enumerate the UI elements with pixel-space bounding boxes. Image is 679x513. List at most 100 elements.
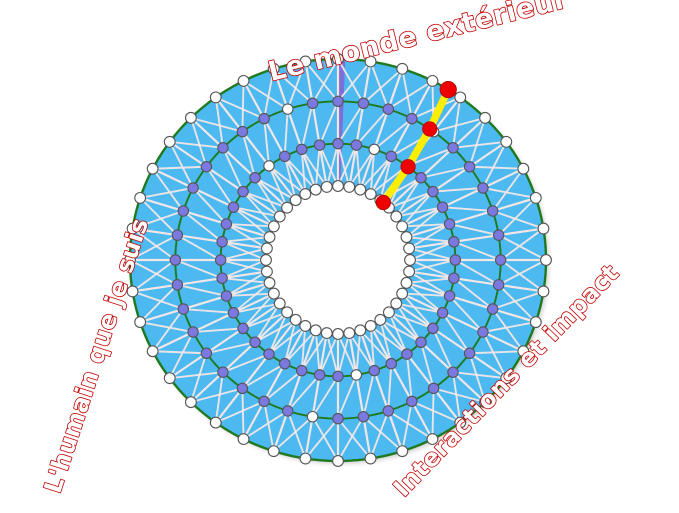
highlight-node-layer[interactable] bbox=[375, 80, 457, 211]
graph-node[interactable] bbox=[486, 205, 499, 217]
graph-node[interactable] bbox=[492, 229, 505, 241]
graph-node[interactable] bbox=[309, 183, 322, 196]
graph-node[interactable] bbox=[486, 303, 499, 315]
graph-node[interactable] bbox=[177, 303, 190, 315]
graph-node[interactable] bbox=[313, 139, 326, 151]
graph-node[interactable] bbox=[396, 220, 409, 233]
graph-node[interactable] bbox=[237, 322, 249, 335]
graph-node[interactable] bbox=[454, 416, 467, 429]
graph-node[interactable] bbox=[382, 405, 395, 417]
graph-node[interactable] bbox=[364, 55, 377, 68]
graph-node[interactable] bbox=[479, 396, 492, 409]
graph-node[interactable] bbox=[343, 180, 356, 193]
graph-node[interactable] bbox=[492, 279, 505, 291]
graph-node[interactable] bbox=[163, 372, 176, 385]
graph-node[interactable] bbox=[448, 272, 460, 284]
graph-node[interactable] bbox=[260, 242, 273, 255]
graph-node[interactable] bbox=[443, 290, 456, 302]
graph-node[interactable] bbox=[295, 364, 308, 377]
graph-node[interactable] bbox=[134, 191, 147, 204]
graph-node[interactable] bbox=[332, 180, 344, 192]
graph-node[interactable] bbox=[216, 236, 228, 248]
graph-node[interactable] bbox=[171, 279, 184, 291]
graph-node[interactable] bbox=[382, 103, 395, 115]
graph-node[interactable] bbox=[146, 162, 159, 175]
graph-node[interactable] bbox=[494, 254, 507, 266]
highlight-node[interactable] bbox=[422, 121, 438, 137]
graph-node[interactable] bbox=[171, 229, 184, 241]
graph-node[interactable] bbox=[448, 236, 460, 248]
graph-node[interactable] bbox=[267, 62, 280, 75]
graph-node[interactable] bbox=[390, 297, 403, 310]
graph-node[interactable] bbox=[216, 272, 228, 284]
graph-node[interactable] bbox=[537, 285, 550, 298]
graph-node[interactable] bbox=[209, 416, 222, 429]
graph-node[interactable] bbox=[237, 185, 249, 198]
graph-node[interactable] bbox=[332, 370, 344, 383]
graph-node[interactable] bbox=[537, 222, 550, 235]
graph-node[interactable] bbox=[364, 452, 377, 465]
graph-node[interactable] bbox=[313, 369, 326, 381]
graph-node[interactable] bbox=[368, 143, 381, 156]
graph-node[interactable] bbox=[463, 347, 476, 360]
graph-node[interactable] bbox=[463, 160, 476, 173]
graph-node[interactable] bbox=[126, 285, 139, 298]
graph-node[interactable] bbox=[249, 171, 261, 184]
graph-node[interactable] bbox=[187, 182, 199, 194]
graph-node[interactable] bbox=[295, 143, 308, 156]
graph-node[interactable] bbox=[332, 455, 344, 467]
graph-node[interactable] bbox=[415, 336, 427, 349]
graph-node[interactable] bbox=[332, 412, 344, 425]
graph-node[interactable] bbox=[401, 348, 413, 360]
graph-node[interactable] bbox=[426, 433, 439, 446]
graph-node[interactable] bbox=[200, 347, 213, 360]
graph-node[interactable] bbox=[332, 53, 344, 65]
graph-node[interactable] bbox=[126, 222, 139, 235]
graph-node[interactable] bbox=[260, 265, 273, 278]
graph-node[interactable] bbox=[281, 405, 294, 417]
graph-node[interactable] bbox=[500, 372, 513, 385]
graph-node[interactable] bbox=[281, 103, 294, 115]
graph-node[interactable] bbox=[477, 326, 489, 338]
graph-node[interactable] bbox=[281, 306, 294, 319]
graph-node[interactable] bbox=[454, 91, 467, 104]
graph-node[interactable] bbox=[517, 345, 530, 358]
graph-node[interactable] bbox=[385, 357, 398, 370]
graph-node[interactable] bbox=[332, 328, 344, 340]
graph-node[interactable] bbox=[263, 276, 276, 289]
graph-node[interactable] bbox=[249, 336, 261, 349]
highlight-node[interactable] bbox=[439, 80, 457, 99]
graph-node[interactable] bbox=[449, 254, 462, 266]
graph-node[interactable] bbox=[368, 364, 381, 377]
graph-node[interactable] bbox=[134, 316, 147, 329]
graph-node[interactable] bbox=[306, 97, 319, 110]
graph-node[interactable] bbox=[350, 369, 363, 381]
graph-node[interactable] bbox=[426, 74, 439, 87]
graph-node[interactable] bbox=[263, 348, 275, 360]
graph-node[interactable] bbox=[500, 135, 513, 148]
graph-node[interactable] bbox=[443, 218, 456, 230]
graph-node[interactable] bbox=[260, 254, 272, 266]
graph-node[interactable] bbox=[332, 95, 344, 108]
graph-node[interactable] bbox=[415, 171, 427, 184]
graph-node[interactable] bbox=[396, 287, 409, 300]
graph-node[interactable] bbox=[396, 445, 409, 458]
graph-node[interactable] bbox=[263, 160, 275, 172]
graph-node[interactable] bbox=[227, 201, 240, 213]
graph-node[interactable] bbox=[220, 218, 233, 230]
graph-node[interactable] bbox=[354, 324, 367, 337]
graph-node[interactable] bbox=[350, 139, 363, 151]
graph-node[interactable] bbox=[299, 319, 312, 332]
graph-node[interactable] bbox=[400, 276, 413, 289]
graph-node[interactable] bbox=[357, 410, 370, 423]
graph-node[interactable] bbox=[447, 142, 459, 154]
graph-node[interactable] bbox=[306, 410, 319, 423]
graph-node[interactable] bbox=[403, 242, 416, 255]
graph-node[interactable] bbox=[267, 287, 280, 300]
graph-node[interactable] bbox=[364, 319, 377, 332]
graph-node[interactable] bbox=[278, 150, 291, 163]
graph-node[interactable] bbox=[396, 62, 409, 75]
graph-node[interactable] bbox=[267, 445, 280, 458]
graph-node[interactable] bbox=[281, 201, 294, 214]
